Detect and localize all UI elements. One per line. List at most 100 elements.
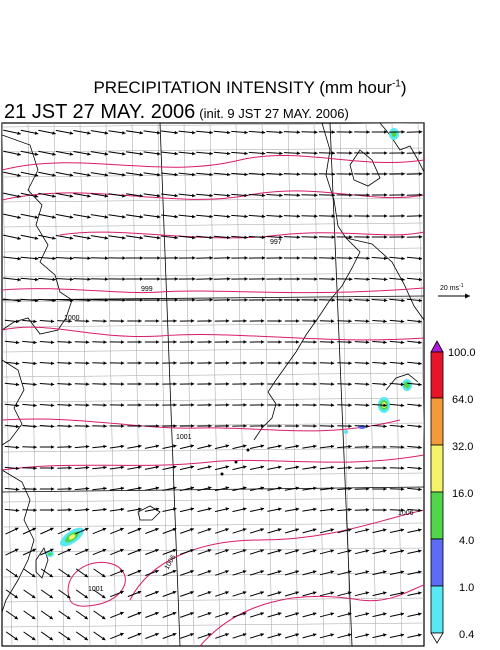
wind-arrow bbox=[108, 235, 126, 240]
colorbar-level: 100.0 bbox=[448, 347, 476, 359]
wind-arrow bbox=[302, 633, 317, 639]
wind-arrow bbox=[284, 361, 300, 365]
wind-arrow bbox=[389, 130, 405, 134]
wind-arrow bbox=[20, 129, 39, 135]
wind-arrow bbox=[371, 235, 388, 239]
wind-arrow bbox=[40, 548, 54, 556]
wind-arrow bbox=[301, 277, 318, 281]
wind-arrow bbox=[231, 193, 248, 198]
wind-arrow bbox=[214, 465, 230, 471]
wind-arrow bbox=[38, 213, 56, 219]
wind-arrow bbox=[161, 130, 178, 135]
region-boundary bbox=[159, 123, 181, 646]
wind-arrow bbox=[354, 361, 370, 365]
wind-arrow bbox=[283, 193, 301, 197]
wind-arrow bbox=[284, 612, 300, 618]
wind-arrow bbox=[144, 424, 160, 428]
wind-arrow bbox=[125, 256, 144, 260]
wind-arrow bbox=[143, 298, 161, 302]
grid-line-meridian bbox=[105, 123, 117, 646]
wind-arrow bbox=[22, 361, 37, 366]
wind-arrow bbox=[196, 298, 213, 302]
wind-arrow bbox=[354, 298, 370, 302]
wind-arrow bbox=[197, 591, 212, 597]
wind-arrow bbox=[55, 277, 74, 282]
wind-arrow bbox=[215, 612, 229, 618]
wind-arrow bbox=[389, 235, 405, 239]
isobar-label: 1000 bbox=[64, 315, 80, 322]
wind-arrow bbox=[109, 465, 125, 470]
wind-arrow bbox=[197, 382, 212, 386]
wind-arrow bbox=[127, 527, 142, 535]
wind-arrow bbox=[5, 527, 19, 535]
wind-reference: 20 ms-1 bbox=[438, 283, 470, 299]
wind-arrow bbox=[319, 570, 335, 576]
wind-arrow bbox=[144, 444, 160, 449]
wind-arrow bbox=[284, 403, 300, 407]
wind-arrow bbox=[73, 298, 91, 302]
wind-arrow bbox=[144, 465, 160, 470]
wind-arrow bbox=[162, 590, 177, 597]
wind-arrow bbox=[266, 298, 283, 302]
wind-arrow bbox=[92, 507, 107, 512]
wind-arrow bbox=[58, 589, 71, 599]
wind-arrow bbox=[389, 298, 405, 303]
wind-arrow bbox=[3, 192, 21, 198]
wind-arrow bbox=[337, 444, 352, 449]
wind-arrow bbox=[215, 549, 229, 555]
map-title: PRECIPITATION INTENSITY (mm hour-1) bbox=[0, 78, 500, 98]
wind-arrow bbox=[231, 172, 248, 177]
wind-arrow bbox=[197, 424, 212, 428]
wind-arrow bbox=[213, 151, 231, 156]
isobar-label: 997 bbox=[270, 239, 282, 246]
wind-arrow bbox=[39, 424, 55, 429]
wind-arrow bbox=[196, 130, 213, 135]
wind-arrow bbox=[389, 193, 405, 197]
wind-arrow bbox=[55, 234, 74, 240]
wind-arrow bbox=[74, 486, 90, 491]
wind-arrow bbox=[57, 445, 72, 449]
wind-arrow bbox=[127, 611, 142, 619]
title-unit-exponent: -1 bbox=[391, 78, 401, 90]
init-time: (init. 9 JST 27 MAY. 2006) bbox=[199, 106, 349, 121]
wind-arrow bbox=[178, 151, 196, 156]
wind-arrow bbox=[92, 382, 107, 386]
wind-arrow bbox=[301, 256, 318, 260]
wind-arrow bbox=[372, 508, 387, 512]
wind-arrow bbox=[93, 568, 106, 578]
wind-arrow bbox=[302, 570, 317, 576]
isobar-label: 1001 bbox=[88, 586, 104, 593]
wind-arrow bbox=[318, 130, 336, 134]
wind-arrow bbox=[249, 361, 265, 365]
wind-arrow bbox=[337, 382, 352, 386]
wind-arrow bbox=[127, 403, 142, 407]
wind-arrow bbox=[372, 487, 387, 491]
wind-arrow bbox=[336, 193, 353, 197]
wind-arrow bbox=[75, 548, 89, 556]
wind-arrow bbox=[301, 214, 318, 218]
colorbar-level: 4.0 bbox=[459, 535, 474, 547]
wind-arrow bbox=[354, 256, 370, 260]
wind-arrow bbox=[74, 465, 90, 470]
wind-arrow bbox=[267, 340, 282, 344]
grid-line-parallel bbox=[2, 447, 424, 453]
wind-arrow bbox=[4, 487, 20, 492]
wind-arrow bbox=[232, 633, 247, 639]
wind-arrow bbox=[73, 256, 91, 260]
wind-arrow bbox=[406, 256, 423, 261]
wind-arrow bbox=[231, 235, 248, 240]
wind-arrow bbox=[249, 612, 265, 618]
wind-arrow bbox=[302, 424, 317, 428]
wind-arrow bbox=[248, 256, 266, 260]
wind-arrow bbox=[162, 507, 177, 512]
wind-arrow bbox=[406, 172, 423, 176]
wind-arrow bbox=[301, 235, 318, 239]
wind-arrow bbox=[127, 632, 142, 640]
wind-arrow bbox=[337, 340, 352, 344]
wind-arrow bbox=[372, 382, 387, 387]
grid-line-parallel bbox=[2, 622, 424, 628]
wind-arrow bbox=[215, 570, 229, 576]
wind-arrow bbox=[336, 256, 353, 260]
wind-arrow bbox=[214, 319, 230, 323]
wind-arrow bbox=[109, 361, 125, 365]
